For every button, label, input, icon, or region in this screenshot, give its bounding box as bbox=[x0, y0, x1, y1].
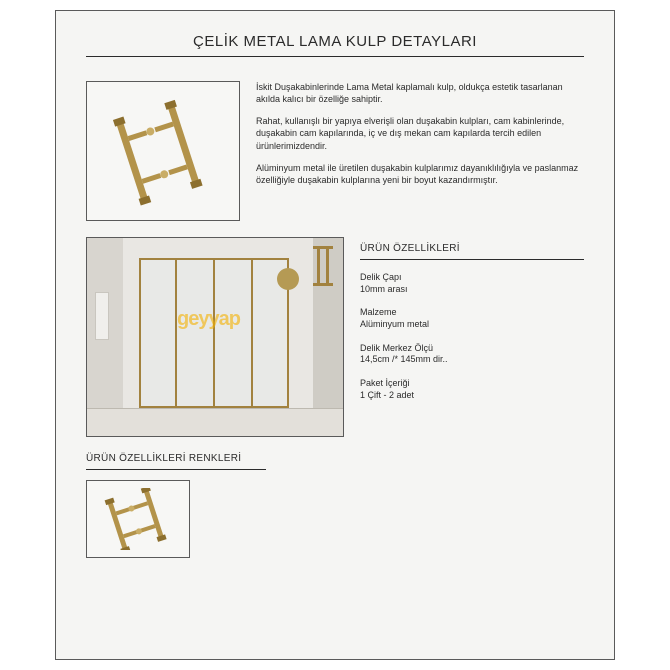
spec-label: Paket İçeriği bbox=[360, 378, 584, 390]
towel-icon bbox=[95, 292, 109, 340]
mini-bar bbox=[326, 246, 329, 286]
mini-bar bbox=[317, 246, 320, 286]
spec-value: Alüminyum metal bbox=[360, 319, 584, 331]
color-swatch-brass bbox=[86, 480, 190, 558]
colors-section: ÜRÜN ÖZELLİKLERİ RENKLERİ bbox=[86, 453, 584, 558]
spec-center-distance: Delik Merkez Ölçü 14,5cm /* 145mm dir.. bbox=[360, 343, 584, 366]
spec-value: 14,5cm /* 145mm dir.. bbox=[360, 354, 584, 366]
cabin-divider bbox=[175, 258, 177, 408]
shower-illustration: geyyap bbox=[86, 237, 344, 437]
handle-illustration-main bbox=[86, 81, 240, 221]
spec-value: 1 Çift - 2 adet bbox=[360, 390, 584, 402]
mini-cap bbox=[313, 246, 333, 249]
watermark-text: geyyap bbox=[177, 308, 240, 331]
spec-column: ÜRÜN ÖZELLİKLERİ Delik Çapı 10mm arası M… bbox=[360, 237, 584, 414]
spec-label: Delik Çapı bbox=[360, 272, 584, 284]
product-sheet: ÇELİK METAL LAMA KULP DETAYLARI bbox=[55, 10, 615, 660]
cabin-divider bbox=[213, 258, 215, 408]
spec-material: Malzeme Alüminyum metal bbox=[360, 307, 584, 330]
spec-package: Paket İçeriği 1 Çift - 2 adet bbox=[360, 378, 584, 401]
cabin-divider bbox=[251, 258, 253, 408]
shower-head-icon bbox=[277, 268, 299, 290]
spec-value: 10mm arası bbox=[360, 284, 584, 296]
spec-label: Malzeme bbox=[360, 307, 584, 319]
spec-heading: ÜRÜN ÖZELLİKLERİ bbox=[360, 243, 584, 260]
handle-icon bbox=[96, 488, 180, 550]
description-p1: İskit Duşakabinlerinde Lama Metal kaplam… bbox=[256, 81, 584, 105]
description-block: İskit Duşakabinlerinde Lama Metal kaplam… bbox=[256, 81, 584, 221]
colors-heading: ÜRÜN ÖZELLİKLERİ RENKLERİ bbox=[86, 453, 266, 470]
floor bbox=[87, 408, 343, 436]
page-title: ÇELİK METAL LAMA KULP DETAYLARI bbox=[86, 33, 584, 57]
shower-cabin bbox=[139, 258, 289, 408]
spec-hole-diameter: Delik Çapı 10mm arası bbox=[360, 272, 584, 295]
mini-cap bbox=[313, 283, 333, 286]
row-intro: İskit Duşakabinlerinde Lama Metal kaplam… bbox=[86, 81, 584, 221]
description-p3: Alüminyum metal ile üretilen duşakabin k… bbox=[256, 162, 584, 186]
handle-mini-icon bbox=[313, 246, 333, 286]
handle-icon bbox=[103, 96, 223, 206]
row-specs: geyyap ÜRÜN ÖZELLİKLERİ Delik Çapı 10mm … bbox=[86, 237, 584, 437]
spec-label: Delik Merkez Ölçü bbox=[360, 343, 584, 355]
description-p2: Rahat, kullanışlı bir yapıya elverişli o… bbox=[256, 115, 584, 151]
